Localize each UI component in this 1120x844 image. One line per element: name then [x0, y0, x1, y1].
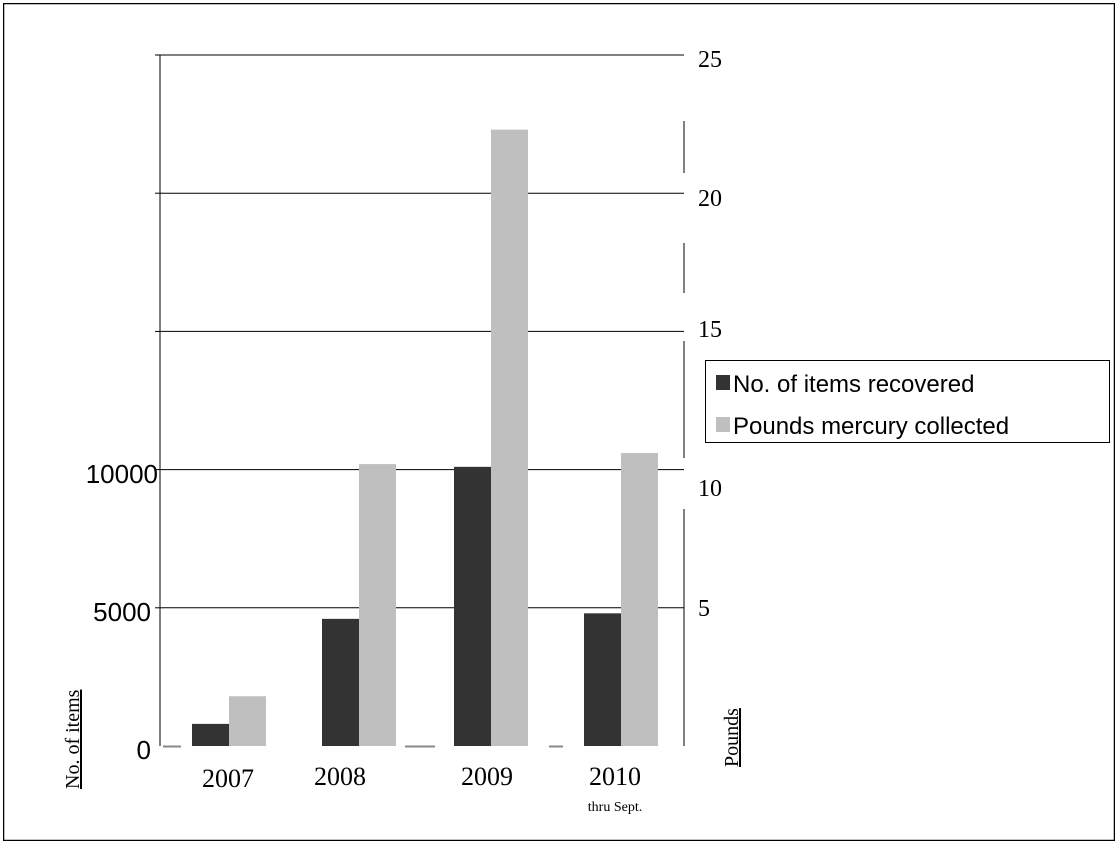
- legend: No. of items recovered Pounds mercury co…: [705, 360, 1110, 443]
- right-tick-label: 15: [698, 317, 722, 343]
- legend-label: No. of items recovered: [733, 371, 974, 398]
- category-label: 2009: [461, 762, 513, 791]
- bar-items-recovered: [454, 466, 491, 746]
- left-tick-label: 0: [137, 735, 151, 765]
- category-label: 2008: [314, 762, 366, 791]
- right-tick-label: 10: [698, 476, 722, 502]
- bar-pounds-mercury: [229, 696, 266, 746]
- legend-swatch-pounds: [716, 417, 730, 432]
- left-tick-label: 10000: [86, 459, 158, 489]
- gridlines: [155, 54, 684, 609]
- bars: [192, 129, 658, 746]
- right-tick-label: 25: [698, 47, 722, 73]
- legend-box: [705, 360, 1110, 443]
- category-label: 2007: [202, 764, 254, 793]
- bar-items-recovered: [322, 618, 359, 746]
- bar-items-recovered: [584, 613, 621, 746]
- bar-pounds-mercury: [621, 453, 658, 746]
- left-axis: 0 5000 10000 No. of items: [62, 55, 161, 789]
- bar-pounds-mercury: [359, 464, 396, 746]
- right-tick-label: 5: [698, 596, 710, 622]
- x-axis: 2007 2008 2009 2010 thru Sept.: [202, 762, 642, 815]
- left-axis-label: No. of items: [62, 689, 84, 789]
- right-axis-label: Pounds: [721, 708, 743, 767]
- chart: 0 5000 10000 No. of items 5 10 15 20 25 …: [3, 3, 1115, 841]
- legend-swatch-items: [716, 375, 730, 390]
- legend-label: Pounds mercury collected: [733, 413, 1009, 440]
- category-label: 2010: [589, 762, 641, 791]
- category-sublabel: thru Sept.: [588, 800, 642, 815]
- bar-items-recovered: [192, 723, 229, 746]
- bar-pounds-mercury: [491, 129, 528, 746]
- left-tick-label: 5000: [93, 597, 151, 627]
- right-tick-label: 20: [698, 186, 722, 212]
- right-axis: 5 10 15 20 25 Pounds: [683, 47, 743, 767]
